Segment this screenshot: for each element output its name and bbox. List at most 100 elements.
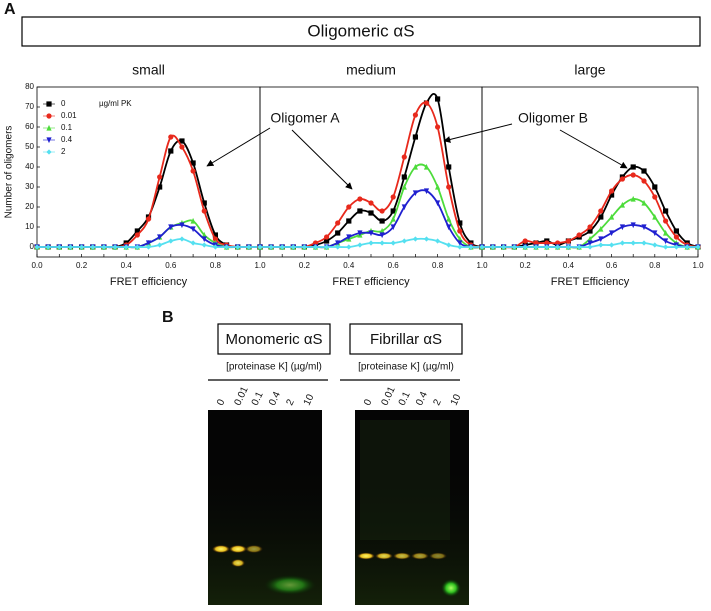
data-point	[401, 154, 407, 160]
y-tick-label: 80	[25, 82, 34, 91]
gel-smear	[360, 420, 450, 540]
data-point	[301, 244, 307, 250]
data-point	[324, 238, 330, 244]
data-point	[357, 242, 363, 248]
data-point	[346, 218, 352, 224]
data-point	[268, 244, 274, 250]
data-point	[368, 200, 374, 206]
data-point	[576, 232, 582, 238]
x-tick-label: 0.6	[165, 261, 177, 270]
data-point	[134, 232, 140, 238]
data-point	[630, 195, 636, 202]
data-point	[598, 236, 604, 243]
y-tick-label: 50	[25, 142, 34, 151]
data-point	[457, 244, 463, 250]
data-point	[695, 244, 701, 250]
header: Oligomeric αS	[307, 21, 414, 40]
data-point	[673, 234, 680, 240]
data-point	[641, 199, 647, 206]
data-point	[587, 224, 593, 230]
data-point	[663, 229, 669, 236]
x-tick-label: 0.6	[606, 261, 618, 270]
data-point	[652, 230, 658, 237]
y-tick-label: 10	[25, 222, 34, 231]
data-point	[157, 234, 163, 241]
data-point	[511, 244, 517, 250]
legend-marker	[46, 124, 52, 131]
data-point	[179, 138, 185, 144]
x-tick-label: 0.2	[520, 261, 532, 270]
gel-axis-label: [proteinase K] (µg/ml)	[226, 362, 322, 373]
data-point	[235, 244, 241, 250]
data-point	[379, 227, 385, 234]
data-point	[544, 240, 550, 246]
data-point	[544, 244, 550, 250]
lane-label: 10	[302, 392, 317, 407]
data-point	[368, 210, 374, 216]
legend-label: 0.01	[61, 111, 77, 120]
y-axis-label: Number of oligomers	[4, 126, 15, 219]
data-point	[390, 194, 396, 200]
y-tick-label: 0	[30, 242, 35, 251]
gel-band	[231, 559, 245, 567]
data-point	[446, 164, 452, 170]
panel-label: A	[4, 1, 16, 18]
data-point	[168, 134, 174, 140]
x-tick-label: 0.8	[649, 261, 661, 270]
data-point	[412, 134, 418, 140]
data-point	[179, 222, 185, 229]
data-point	[412, 190, 418, 197]
data-point	[609, 242, 615, 248]
legend-label: 0	[61, 99, 66, 108]
data-point	[435, 200, 441, 207]
data-point	[368, 240, 374, 246]
data-point	[446, 184, 452, 190]
data-point	[145, 240, 152, 247]
data-point	[641, 224, 647, 231]
data-point	[598, 242, 604, 248]
data-point	[619, 201, 625, 208]
data-point	[630, 240, 636, 246]
lane-label: 0.1	[397, 390, 413, 408]
data-point	[522, 238, 528, 244]
data-point	[179, 236, 185, 242]
data-point	[673, 244, 679, 250]
data-point	[157, 184, 163, 190]
data-point	[201, 242, 207, 248]
data-point	[468, 244, 474, 250]
data-point	[663, 208, 669, 214]
data-point	[201, 231, 207, 238]
panel-label: B	[162, 309, 174, 326]
data-point	[368, 230, 374, 237]
data-point	[346, 244, 352, 250]
data-point	[598, 225, 604, 232]
data-point	[533, 244, 539, 250]
data-point	[619, 224, 625, 231]
data-point	[390, 240, 396, 246]
data-point	[609, 230, 615, 237]
x-tick-label: 1.0	[254, 261, 266, 270]
data-point	[598, 208, 604, 214]
data-point	[346, 234, 352, 241]
data-point	[168, 238, 174, 244]
data-point	[357, 208, 363, 214]
data-point	[79, 244, 85, 250]
data-point	[652, 242, 658, 248]
data-point	[145, 244, 152, 250]
data-point	[67, 244, 74, 250]
legend-marker	[46, 101, 52, 107]
data-point	[190, 240, 196, 246]
data-point	[673, 228, 679, 234]
data-point	[134, 244, 140, 250]
data-point	[576, 244, 582, 250]
data-point	[609, 213, 615, 220]
data-point	[101, 244, 107, 250]
arrow	[443, 123, 513, 143]
lane-label: 0	[215, 397, 228, 407]
data-point	[201, 200, 207, 206]
data-point	[446, 242, 452, 248]
x-tick-label: 0.6	[388, 261, 400, 270]
data-point	[565, 244, 571, 250]
data-point	[435, 183, 441, 190]
